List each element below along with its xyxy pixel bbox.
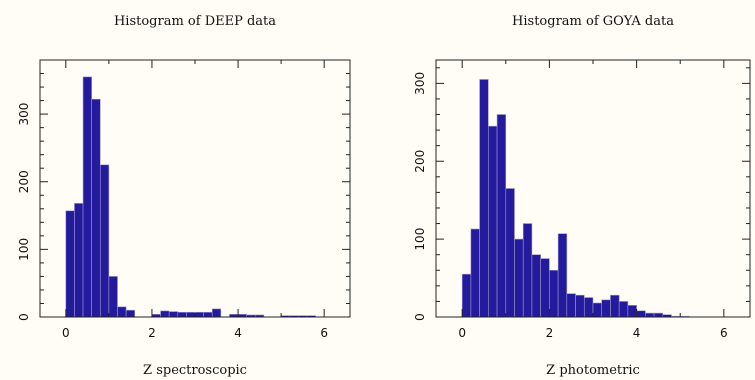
x-tick-label: 6	[320, 326, 328, 340]
histogram-bar	[74, 203, 84, 318]
histogram-bar	[65, 210, 75, 318]
histogram-bar	[177, 311, 187, 318]
y-tick-label: 0	[17, 313, 31, 321]
y-tick-label: 300	[17, 103, 31, 126]
histogram-bar	[496, 114, 507, 318]
y-tick-label: 100	[413, 228, 427, 251]
histogram-bar	[470, 228, 480, 318]
x-tick-label: 4	[633, 326, 641, 340]
x-axis-label: Z spectroscopic	[143, 363, 247, 378]
histogram-bar	[540, 258, 550, 318]
x-tick-label: 6	[720, 326, 728, 340]
chart-title: Histogram of DEEP data	[114, 14, 276, 29]
x-tick-label: 2	[546, 326, 554, 340]
histogram-bar	[505, 188, 515, 318]
x-tick-label: 0	[62, 326, 70, 340]
histogram-bar	[82, 76, 92, 318]
y-tick-label: 0	[413, 313, 427, 321]
histogram-bar	[601, 299, 611, 318]
x-tick-label: 2	[148, 326, 156, 340]
y-tick-label: 300	[413, 72, 427, 95]
histogram-bar	[575, 294, 585, 318]
histogram-bar	[592, 302, 603, 318]
histogram-bar	[514, 238, 524, 318]
histogram-panel: Histogram of GOYA data 0 2 4 6 0 100 200 300 Z ph…	[413, 14, 751, 378]
histogram-bar	[557, 233, 568, 318]
chart-title: Histogram of GOYA data	[512, 14, 674, 29]
histogram-bar	[610, 294, 620, 318]
histogram-bar	[488, 125, 498, 318]
histogram-panel: Histogram of DEEP data 0 2 4 6 0 100 200 300 Z sp…	[17, 14, 351, 378]
histogram-bar	[99, 164, 110, 318]
x-tick-label: 4	[234, 326, 242, 340]
histogram-bar	[566, 293, 576, 318]
histogram-bar	[531, 254, 541, 318]
histogram-bar	[211, 308, 222, 318]
histogram-bar	[461, 273, 472, 318]
histogram-bar	[549, 269, 559, 318]
y-tick-label: 100	[17, 238, 31, 261]
y-tick-label: 200	[17, 170, 31, 193]
histogram-bar	[583, 297, 594, 318]
histogram-bar	[160, 310, 170, 318]
histogram-bar	[627, 305, 637, 318]
histogram-bar	[479, 79, 489, 318]
histogram-bar	[117, 306, 127, 318]
x-axis-label: Z photometric	[546, 363, 640, 378]
y-tick-label: 200	[413, 150, 427, 173]
histogram-bar	[186, 311, 196, 318]
histogram-bar	[125, 309, 136, 318]
histogram-bar	[168, 311, 179, 318]
histogram-bar	[618, 301, 629, 318]
histogram-bar	[108, 276, 118, 318]
histogram-bar	[636, 310, 646, 318]
histogram-bar	[91, 98, 101, 318]
histogram-bar	[522, 223, 533, 318]
x-tick-label: 0	[458, 326, 466, 340]
histogram-bar	[203, 311, 213, 318]
histogram-bar	[645, 312, 655, 318]
histogram-bar	[194, 311, 204, 318]
histogram-bar	[653, 312, 664, 318]
